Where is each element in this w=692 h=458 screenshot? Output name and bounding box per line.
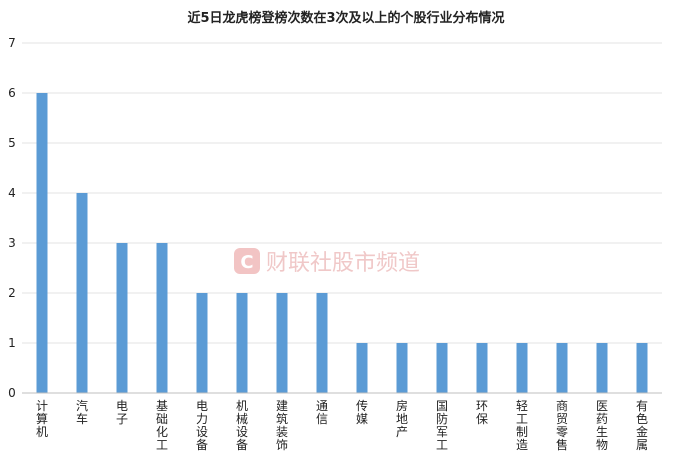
y-tick-label: 6 [8, 86, 16, 100]
category-label: 基础化工 [156, 399, 168, 452]
bar [396, 343, 408, 393]
category-label: 有色金属 [636, 399, 648, 452]
category-labels: 计算机 汽车 电子 基础化工 电力设备 机械设备 建筑装饰 通信 传媒 房地产 国防军工 环保 轻工制造… [36, 398, 648, 452]
category-label: 电子 [116, 399, 128, 426]
y-tick-label: 2 [8, 286, 16, 300]
category-label: 国防军工 [436, 399, 448, 452]
category-label: 汽车 [76, 398, 88, 426]
y-tick-label: 4 [8, 186, 16, 200]
watermark-logo-icon [234, 248, 260, 274]
chart-title: 近5日龙虎榜登榜次数在3次及以上的个股行业分布情况 [187, 10, 504, 26]
bar [636, 343, 648, 393]
bar [556, 343, 568, 393]
category-label: 建筑装饰 [276, 399, 288, 452]
bars [36, 93, 648, 393]
y-tick-label: 3 [8, 236, 16, 250]
bar [196, 293, 208, 393]
bar [516, 343, 528, 393]
gridlines [22, 42, 662, 344]
bar [356, 343, 368, 393]
bar [116, 243, 128, 393]
category-label: 电力设备 [196, 399, 208, 452]
category-label: 房地产 [396, 398, 408, 439]
bar [236, 293, 248, 393]
bar [476, 343, 488, 393]
y-axis-ticks: 0 1 2 3 4 5 6 7 [8, 36, 16, 400]
watermark-text: 财联社股市频道 [266, 251, 420, 276]
category-label: 通信 [316, 399, 328, 426]
bar [156, 243, 168, 393]
bar [436, 343, 448, 393]
category-label: 轻工制造 [516, 399, 528, 452]
y-tick-label: 0 [8, 386, 16, 400]
bar [36, 93, 48, 393]
bar [276, 293, 288, 393]
watermark: C 财联社股市频道 [234, 248, 420, 276]
y-tick-label: 5 [8, 136, 16, 150]
y-tick-label: 7 [8, 36, 16, 50]
bar [316, 293, 328, 393]
category-label: 传媒 [356, 398, 368, 426]
watermark-logo-letter: C [240, 252, 253, 273]
category-label: 环保 [476, 399, 488, 426]
bar [76, 193, 88, 393]
y-tick-label: 1 [8, 336, 16, 350]
category-label: 计算机 [36, 399, 48, 439]
category-label: 机械设备 [236, 399, 248, 452]
category-label: 商贸零售 [556, 398, 568, 452]
category-label: 医药生物 [596, 399, 608, 452]
bar [596, 343, 608, 393]
